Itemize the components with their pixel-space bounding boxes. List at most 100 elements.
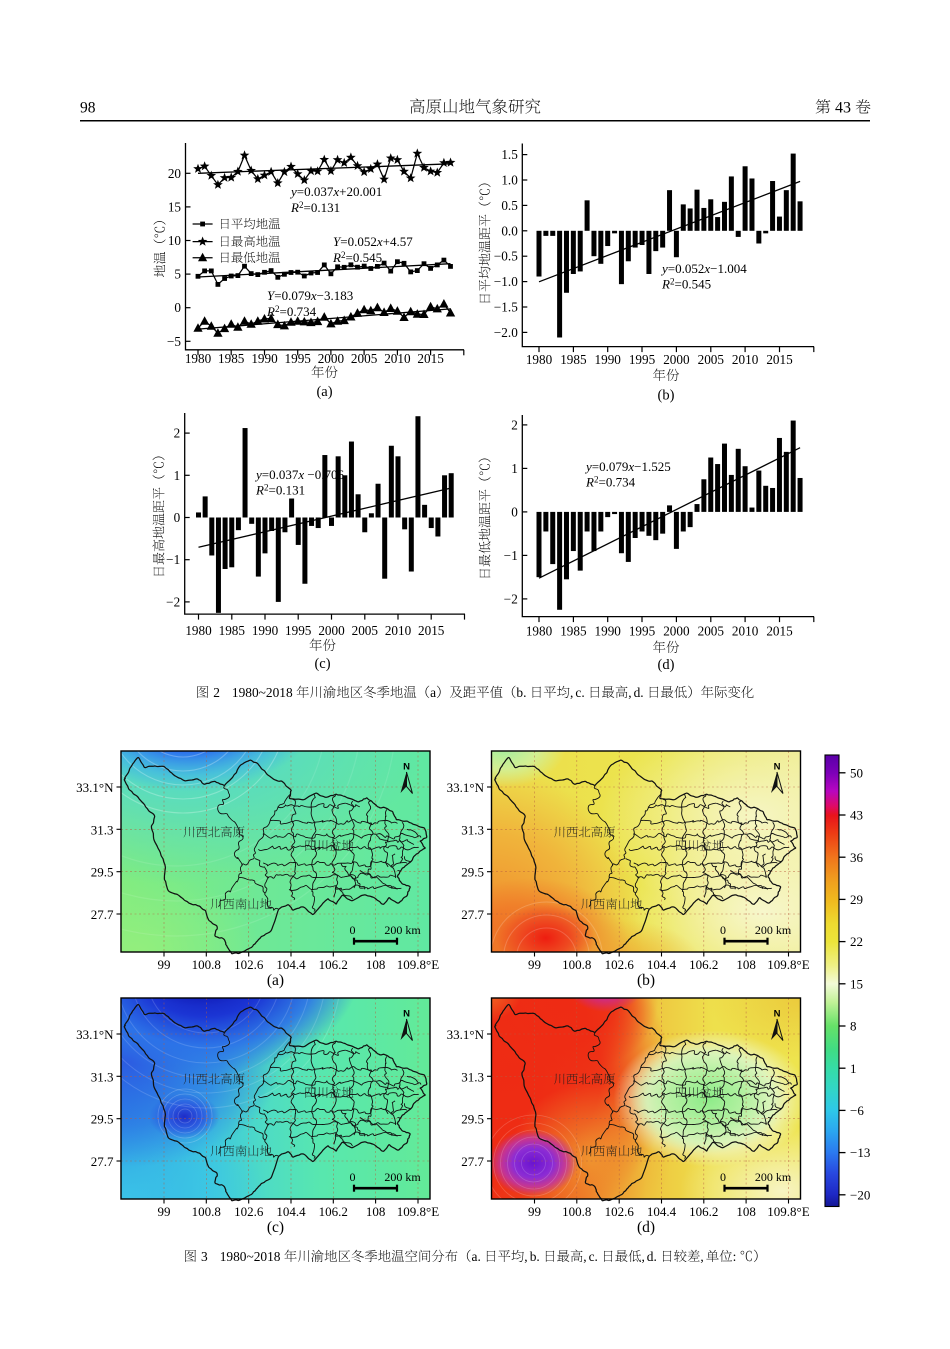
svg-text:R2=0.545: R2=0.545 (661, 277, 711, 292)
svg-text:43: 43 (835, 100, 851, 117)
svg-text:1990: 1990 (595, 624, 622, 639)
svg-text:−20: −20 (850, 1187, 870, 1202)
svg-text:1980: 1980 (185, 351, 212, 366)
svg-text:1980: 1980 (526, 352, 553, 367)
svg-text:2015: 2015 (766, 352, 793, 367)
svg-text:1: 1 (850, 1061, 857, 1076)
svg-text:,: , (628, 685, 631, 700)
svg-text:R2=0.734: R2=0.734 (585, 475, 636, 490)
svg-text:−1: −1 (504, 548, 518, 563)
svg-text:−2.0: −2.0 (494, 325, 518, 340)
svg-text:−2: −2 (504, 591, 518, 606)
svg-text:50: 50 (850, 765, 863, 780)
svg-text:2005: 2005 (698, 352, 725, 367)
svg-text:1985: 1985 (560, 352, 587, 367)
svg-text:,: , (642, 1249, 645, 1264)
svg-text:(c): (c) (314, 656, 330, 672)
svg-text:1: 1 (174, 468, 181, 483)
svg-text:2005: 2005 (698, 624, 725, 639)
svg-text:(c): (c) (267, 1219, 284, 1236)
svg-text:36: 36 (850, 850, 864, 865)
svg-text:y=0.037x+20.001: y=0.037x+20.001 (289, 184, 382, 199)
svg-text:−2: −2 (166, 594, 180, 609)
svg-text:−6: −6 (850, 1103, 864, 1118)
svg-text:0.0: 0.0 (501, 223, 518, 238)
svg-text:(b): (b) (658, 388, 675, 404)
svg-text:2010: 2010 (732, 624, 759, 639)
svg-text:1: 1 (511, 461, 518, 476)
svg-text:2015: 2015 (417, 351, 444, 366)
svg-text:b.: b. (530, 1249, 540, 1264)
svg-text:1980~2018: 1980~2018 (232, 685, 293, 700)
svg-text:1995: 1995 (285, 351, 312, 366)
svg-text:d.: d. (647, 1249, 657, 1264)
svg-text:2010: 2010 (732, 352, 759, 367)
svg-text:−1: −1 (166, 552, 180, 567)
svg-text:20: 20 (168, 166, 182, 181)
svg-text:−1.0: −1.0 (494, 274, 518, 289)
svg-text:2: 2 (213, 685, 220, 700)
svg-text:,: , (583, 1249, 586, 1264)
svg-text:2: 2 (511, 417, 518, 432)
svg-text:2000: 2000 (318, 623, 345, 638)
svg-text:c.: c. (575, 685, 584, 700)
svg-text:(d): (d) (658, 657, 675, 673)
svg-text:2000: 2000 (318, 351, 345, 366)
svg-text:0.5: 0.5 (501, 198, 518, 213)
svg-text:43: 43 (850, 808, 863, 823)
svg-text:,: , (700, 1249, 703, 1264)
svg-text:1980: 1980 (526, 624, 553, 639)
svg-text:1.0: 1.0 (501, 173, 518, 188)
svg-text:1995: 1995 (629, 624, 656, 639)
svg-text:1.5: 1.5 (501, 147, 518, 162)
svg-text:2015: 2015 (766, 624, 793, 639)
svg-text:3: 3 (201, 1249, 208, 1264)
svg-text:(b): (b) (637, 972, 655, 989)
svg-text:,: , (524, 1249, 527, 1264)
svg-text:2000: 2000 (663, 352, 690, 367)
svg-text:(a): (a) (316, 384, 332, 400)
svg-text:a: a (430, 685, 436, 700)
svg-text:−1.5: −1.5 (494, 300, 518, 315)
svg-text:y=0.079x−1.525: y=0.079x−1.525 (584, 459, 671, 474)
svg-text:2010: 2010 (385, 623, 412, 638)
svg-text:R2=0.131: R2=0.131 (255, 483, 305, 498)
svg-text:29: 29 (850, 892, 863, 907)
svg-text:0: 0 (174, 300, 181, 315)
svg-text:−0.5: −0.5 (494, 249, 518, 264)
svg-text:Y=0.052x+4.57: Y=0.052x+4.57 (333, 234, 413, 249)
svg-text:1980~2018: 1980~2018 (220, 1249, 281, 1264)
svg-text:0: 0 (511, 504, 518, 519)
svg-text:15: 15 (850, 976, 863, 991)
svg-text:2005: 2005 (352, 623, 379, 638)
svg-text:1990: 1990 (251, 351, 278, 366)
svg-text:Y=0.079x−3.183: Y=0.079x−3.183 (267, 288, 353, 303)
svg-text:2010: 2010 (384, 351, 411, 366)
svg-text:R2=0.734: R2=0.734 (266, 304, 317, 319)
svg-text:R2=0.545: R2=0.545 (332, 250, 382, 265)
svg-text:2005: 2005 (351, 351, 378, 366)
svg-text:5: 5 (174, 267, 181, 282)
svg-text::: : (733, 1249, 737, 1264)
svg-text:0: 0 (174, 510, 181, 525)
svg-text:1995: 1995 (285, 623, 312, 638)
svg-text:1985: 1985 (218, 351, 245, 366)
svg-text:,: , (570, 685, 573, 700)
svg-text:1980: 1980 (185, 623, 212, 638)
svg-text:98: 98 (80, 100, 96, 117)
svg-text:(d): (d) (637, 1219, 655, 1236)
svg-text:a.: a. (472, 1249, 481, 1264)
svg-text:d.: d. (634, 685, 644, 700)
svg-text:22: 22 (850, 934, 863, 949)
svg-text:c.: c. (589, 1249, 598, 1264)
svg-text:1985: 1985 (560, 624, 587, 639)
svg-text:y=0.052x−1.004: y=0.052x−1.004 (660, 261, 747, 276)
svg-text:1990: 1990 (252, 623, 279, 638)
svg-text:R2=0.131: R2=0.131 (290, 200, 340, 215)
svg-text:y=0.037x −0.706: y=0.037x −0.706 (254, 467, 344, 482)
svg-text:1985: 1985 (219, 623, 246, 638)
svg-text:2000: 2000 (663, 624, 690, 639)
svg-text:15: 15 (168, 199, 182, 214)
svg-text:−5: −5 (167, 334, 181, 349)
svg-text:2015: 2015 (418, 623, 445, 638)
